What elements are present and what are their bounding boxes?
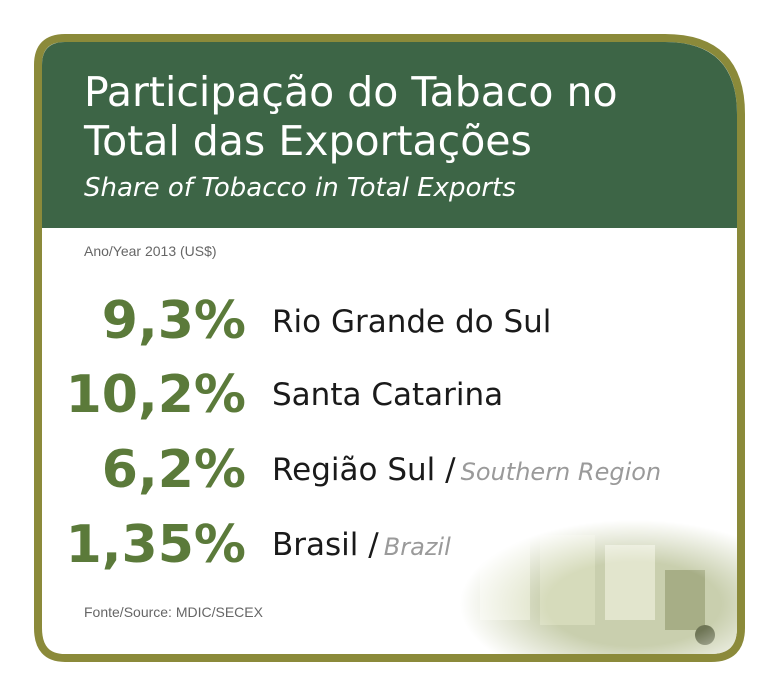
row-value: 9,3% bbox=[102, 291, 246, 351]
row-name: Santa Catarina bbox=[272, 377, 503, 413]
title-line: Total das Exportações bbox=[83, 117, 532, 165]
source: Fonte/Source: MDIC/SECEX bbox=[84, 604, 264, 620]
row-name: Brasil / bbox=[272, 527, 379, 563]
row-value: 1,35% bbox=[66, 515, 246, 575]
warehouse-photo bbox=[460, 520, 737, 654]
note: Ano/Year 2013 (US$) bbox=[84, 243, 217, 259]
title-line: Participação do Tabaco no bbox=[84, 68, 618, 116]
row-label: Região Sul / Southern Region bbox=[272, 452, 661, 488]
row-name-en: Southern Region bbox=[461, 458, 661, 486]
row-value: 6,2% bbox=[102, 440, 246, 500]
row-name: Rio Grande do Sul bbox=[272, 304, 551, 340]
row-name-en: Brazil bbox=[384, 533, 451, 561]
row-name: Região Sul / bbox=[272, 452, 456, 488]
subtitle: Share of Tobacco in Total Exports bbox=[84, 173, 516, 203]
header-band bbox=[42, 42, 737, 228]
row-value: 10,2% bbox=[66, 365, 246, 425]
row-label: Brasil / Brazil bbox=[272, 527, 451, 563]
